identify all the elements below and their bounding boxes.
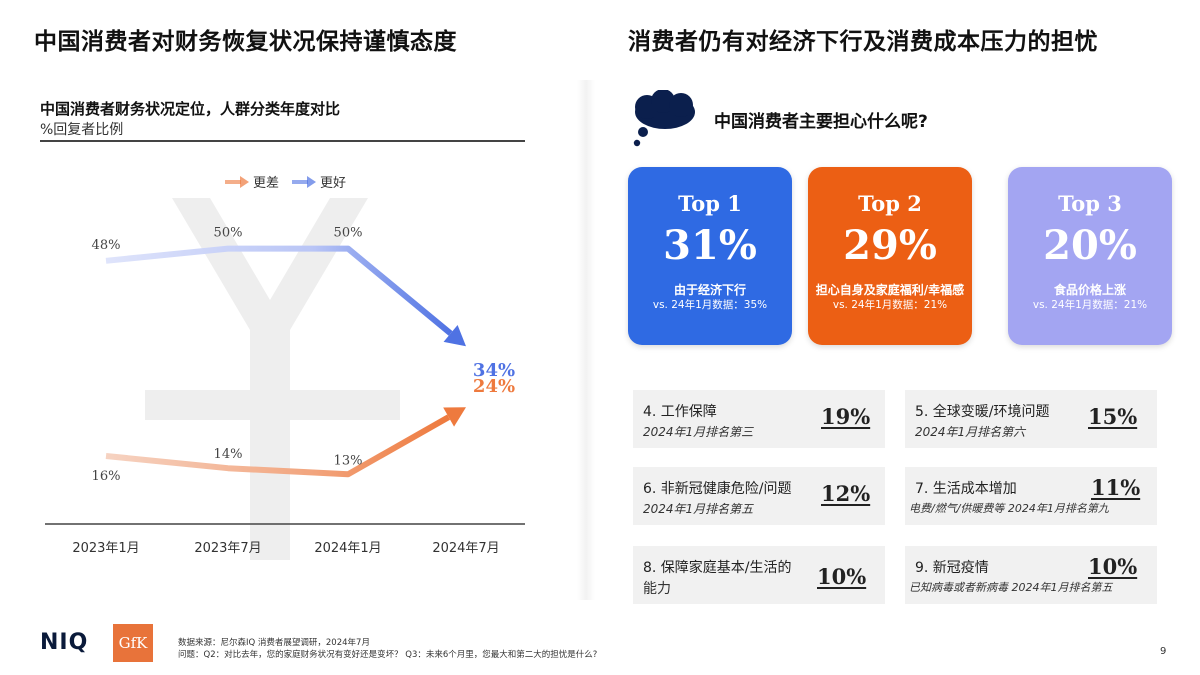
rank-7-note: 电费/燃气/供暖费等 2024年1月排名第九 <box>909 502 1109 515</box>
rank-6-box: 6. 非新冠健康危险/问题 2024年1月排名第五 12% <box>633 467 885 525</box>
top-2-description: 担心自身及家庭福利/幸福感 <box>815 283 965 297</box>
top-3-percent: 20% <box>1043 222 1137 269</box>
series-worse-label-1: 14% <box>214 447 243 462</box>
niq-logo: NIQ <box>40 630 89 655</box>
chart-subtitle: %回复者比例 <box>40 122 124 138</box>
rank-6-label: 6. 非新冠健康危险/问题 <box>643 481 792 497</box>
series-worse-label-3: 24% <box>473 376 515 397</box>
legend-worse-label: 更差 <box>253 176 279 191</box>
legend-better-label: 更好 <box>320 176 346 191</box>
rank-7-value: 11% <box>1091 475 1141 500</box>
rank-6-value: 12% <box>821 481 871 506</box>
top-1-previous: vs. 24年1月数据：35% <box>652 299 768 311</box>
top-1-percent: 31% <box>663 222 757 269</box>
series-better-label-3: 34% <box>473 360 515 381</box>
x-tick-label-3: 2024年7月 <box>432 541 499 556</box>
series-better-label-0: 48% <box>92 238 121 253</box>
series-better-label-1: 50% <box>214 226 243 241</box>
top-3-rank: Top 3 <box>1058 191 1122 216</box>
series-worse-line <box>105 414 451 478</box>
top-2-percent: 29% <box>843 222 937 269</box>
rank-8-box: 8. 保障家庭基本/生活的 能力 10% <box>633 546 885 604</box>
question-footnote: 问题：Q2：对比去年，您的家庭财务状况有变好还是变坏？ Q3：未来6个月里，您最… <box>178 650 598 660</box>
chart-title-rule <box>40 140 525 142</box>
legend-better-arrow <box>307 176 316 188</box>
rank-9-label: 9. 新冠疫情 <box>915 560 989 576</box>
left-heading: 中国消费者对财务恢复状况保持谨慎态度 <box>34 29 457 55</box>
rank-4-label: 4. 工作保障 <box>643 404 717 420</box>
rank-5-value: 15% <box>1088 404 1138 429</box>
rank-6-note: 2024年1月排名第五 <box>643 502 754 516</box>
section-divider <box>577 80 595 600</box>
rank-9-note: 已知病毒或者新病毒 2024年1月排名第五 <box>909 581 1113 594</box>
rank-9-box: 9. 新冠疫情 已知病毒或者新病毒 2024年1月排名第五 10% <box>905 546 1157 604</box>
rank-8-note: 能力 <box>643 581 671 597</box>
series-worse-label-0: 16% <box>92 469 121 484</box>
series-better-line <box>105 245 453 336</box>
top-3-previous: vs. 24年1月数据：21% <box>1032 299 1148 311</box>
top-1-rank: Top 1 <box>678 191 742 216</box>
rank-5-box: 5. 全球变暖/环境问题 2024年1月排名第六 15% <box>905 390 1157 448</box>
x-tick-label-0: 2023年1月 <box>72 541 139 556</box>
top-2-card: Top 2 29% 担心自身及家庭福利/幸福感 vs. 24年1月数据：21% <box>808 167 972 345</box>
x-tick-label-2: 2024年1月 <box>314 541 381 556</box>
rank-7-box: 7. 生活成本增加 电费/燃气/供暖费等 2024年1月排名第九 11% <box>905 467 1157 525</box>
gfk-logo: GfK <box>113 624 153 662</box>
rank-9-value: 10% <box>1088 554 1138 579</box>
rank-5-note: 2024年1月排名第六 <box>915 425 1026 439</box>
source-footnote: 数据来源：尼尔森IQ 消费者展望调研，2024年7月 <box>178 638 370 648</box>
yen-watermark-icon <box>145 198 400 560</box>
chart-title: 中国消费者财务状况定位，人群分类年度对比 <box>40 100 341 118</box>
top-3-description: 食品价格上涨 <box>1053 283 1126 297</box>
right-heading: 消费者仍有对经济下行及消费成本压力的担忧 <box>628 29 1098 55</box>
top-3-card: Top 3 20% 食品价格上涨 vs. 24年1月数据：21% <box>1008 167 1172 345</box>
x-tick-label-1: 2023年7月 <box>194 541 261 556</box>
rank-5-label: 5. 全球变暖/环境问题 <box>915 404 1050 420</box>
legend-worse-arrow <box>240 176 249 188</box>
series-better-label-2: 50% <box>334 226 363 241</box>
top-2-rank: Top 2 <box>858 191 922 216</box>
series-worse-arrowhead <box>443 407 466 427</box>
series-better-arrowhead <box>443 324 466 347</box>
worry-question: 中国消费者主要担心什么呢? <box>714 112 928 132</box>
rank-4-box: 4. 工作保障 2024年1月排名第三 19% <box>633 390 885 448</box>
top-1-card: Top 1 31% 由于经济下行 vs. 24年1月数据：35% <box>628 167 792 345</box>
top-1-description: 由于经济下行 <box>673 283 746 297</box>
thought-cloud-icon <box>633 90 695 147</box>
rank-8-value: 10% <box>817 564 867 589</box>
line-chart: 16% 14% 13% 24% 48% 50% 50% 34% 更差 更好 2023年1月 2023年… <box>45 176 525 560</box>
rank-8-label: 8. 保障家庭基本/生活的 <box>643 560 792 576</box>
rank-7-label: 7. 生活成本增加 <box>915 481 1017 497</box>
rank-4-note: 2024年1月排名第三 <box>643 425 754 439</box>
series-worse-label-2: 13% <box>334 453 363 468</box>
rank-4-value: 19% <box>821 404 871 429</box>
top-2-previous: vs. 24年1月数据：21% <box>832 299 948 311</box>
page-number: 9 <box>1160 646 1167 657</box>
